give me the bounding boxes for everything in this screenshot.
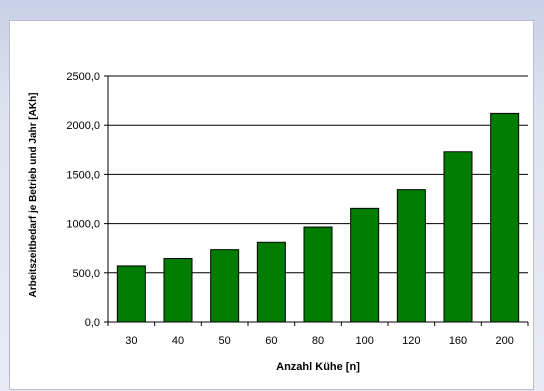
bar-160 [443,151,473,323]
bar-100 [350,207,380,323]
bar-80 [303,226,333,323]
x-tick-label-30: 30 [125,335,137,347]
x-tick-label-100: 100 [355,335,373,347]
bar-60 [256,241,286,323]
y-tick-label: 1500,0 [66,169,100,181]
x-tick-label-120: 120 [402,335,420,347]
x-tick-label-60: 60 [265,335,277,347]
bar-40 [163,258,193,323]
y-tick-label: 0,0 [85,317,100,329]
x-tick-label-200: 200 [495,335,513,347]
bar-chart: 0,0 500,0 1000,0 1500,0 2000,0 2500,0 30 40 50 6… [28,71,529,373]
x-tick-label-160: 160 [449,335,467,347]
x-tick-labels: 30 40 50 60 80 100 120 160 200 [107,322,529,347]
x-tick-label-80: 80 [312,335,324,347]
x-axis-title: Anzahl Kühe [n] [276,361,360,373]
y-tick-label: 2000,0 [66,120,100,132]
y-tick-label: 500,0 [72,268,100,280]
axes [107,76,528,323]
y-tick-label: 2500,0 [66,71,100,83]
bar-30 [116,265,146,323]
y-tick-label: 1000,0 [66,219,100,231]
bar-50 [210,249,240,323]
bar-200 [490,112,520,323]
bar-120 [396,189,426,323]
y-tick-labels: 0,0 500,0 1000,0 1500,0 2000,0 2500,0 [66,71,108,329]
bars [116,112,520,323]
x-tick-label-40: 40 [172,335,184,347]
x-tick-label-50: 50 [219,335,231,347]
y-axis-title: Arbeitszeitbedarf je Betrieb und Jahr [A… [28,92,39,297]
chart-area: 0,0 500,0 1000,0 1500,0 2000,0 2500,0 30 40 50 6… [9,20,534,390]
